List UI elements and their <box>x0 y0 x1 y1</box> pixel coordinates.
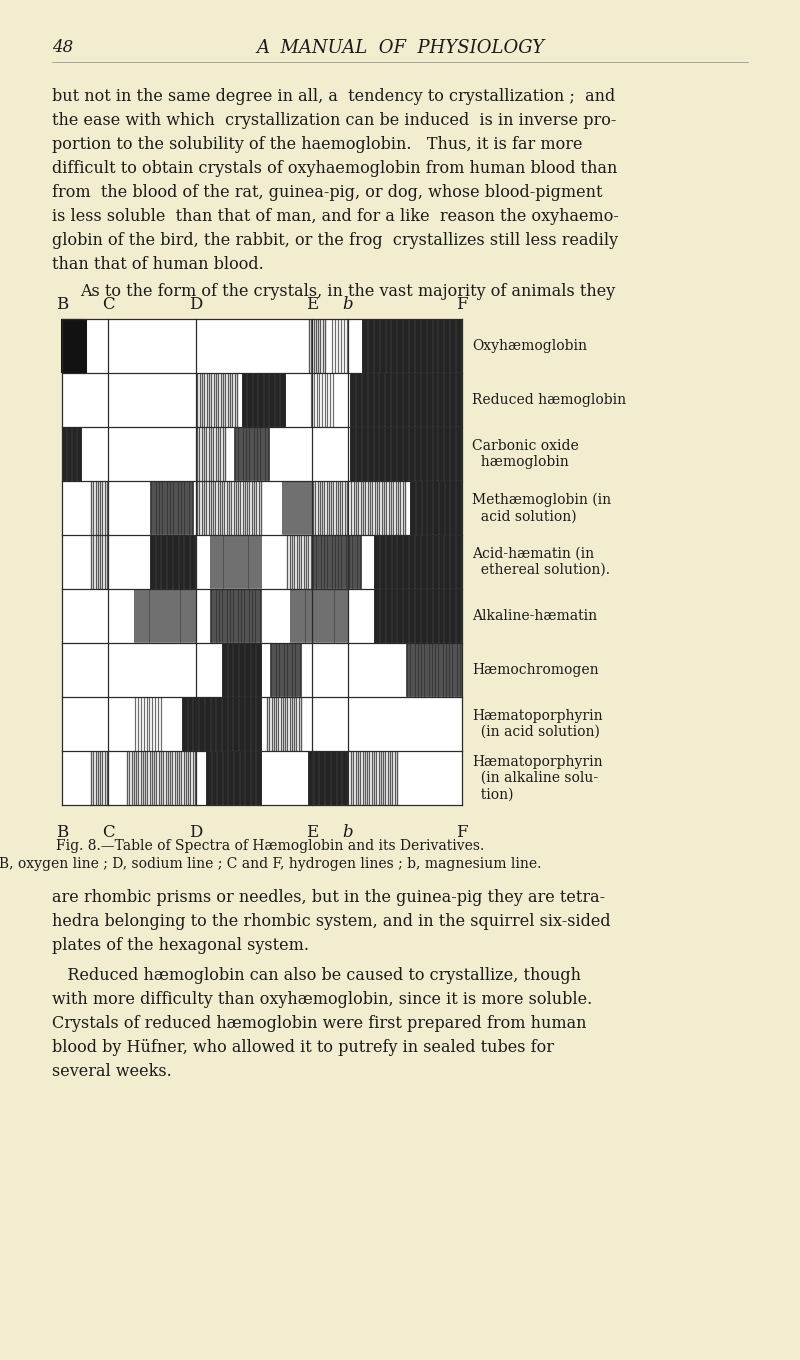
Bar <box>234 428 270 480</box>
Bar <box>62 320 86 373</box>
Bar <box>210 590 262 642</box>
Text: from  the blood of the rat, guinea-pig, or dog, whose blood-pigment: from the blood of the rat, guinea-pig, o… <box>52 184 602 201</box>
Text: B: B <box>56 824 68 840</box>
Bar <box>62 320 462 805</box>
Text: is less soluble  than that of man, and for a like  reason the oxyhaemo-: is less soluble than that of man, and fo… <box>52 208 619 224</box>
Bar <box>308 752 348 804</box>
Bar <box>282 481 312 534</box>
Bar <box>350 428 462 480</box>
Bar <box>270 645 302 696</box>
Bar <box>286 536 312 588</box>
Text: F: F <box>456 824 468 840</box>
Bar <box>312 536 362 588</box>
Bar <box>310 374 334 426</box>
Text: the ease with which  crystallization can be induced  is in inverse pro-: the ease with which crystallization can … <box>52 112 616 129</box>
Bar <box>150 481 194 534</box>
Text: E: E <box>306 824 318 840</box>
Text: Hæmochromogen: Hæmochromogen <box>472 664 598 677</box>
Bar <box>90 752 108 804</box>
Text: B, oxygen line ; D, sodium line ; C and F, hydrogen lines ; b, magnesium line.: B, oxygen line ; D, sodium line ; C and … <box>0 857 541 870</box>
Text: Crystals of reduced hæmoglobin were first prepared from human: Crystals of reduced hæmoglobin were firs… <box>52 1015 586 1032</box>
Text: Oxyhæmoglobin: Oxyhæmoglobin <box>472 339 587 354</box>
Bar <box>206 752 262 804</box>
Text: b: b <box>342 296 354 313</box>
Bar <box>350 374 462 426</box>
Text: Acid-hæmatin (in
  ethereal solution).: Acid-hæmatin (in ethereal solution). <box>472 547 610 577</box>
Bar <box>62 428 82 480</box>
Bar <box>150 536 196 588</box>
Bar <box>308 320 326 373</box>
Bar <box>222 645 262 696</box>
Text: B: B <box>56 296 68 313</box>
Bar <box>196 428 226 480</box>
Text: hedra belonging to the rhombic system, and in the squirrel six-sided: hedra belonging to the rhombic system, a… <box>52 913 610 930</box>
Text: As to the form of the crystals, in the vast majority of animals they: As to the form of the crystals, in the v… <box>80 283 615 301</box>
Text: Hæmatoporphyrin
  (in acid solution): Hæmatoporphyrin (in acid solution) <box>472 709 602 738</box>
Text: 48: 48 <box>52 39 74 57</box>
Text: C: C <box>102 296 114 313</box>
Text: plates of the hexagonal system.: plates of the hexagonal system. <box>52 937 309 953</box>
Bar <box>350 752 398 804</box>
Bar <box>90 481 108 534</box>
Text: are rhombic prisms or needles, but in the guinea-pig they are tetra-: are rhombic prisms or needles, but in th… <box>52 889 605 906</box>
Bar <box>350 481 406 534</box>
Text: Hæmatoporphyrin
  (in alkaline solu-
  tion): Hæmatoporphyrin (in alkaline solu- tion) <box>472 755 602 801</box>
Text: several weeks.: several weeks. <box>52 1064 172 1080</box>
Bar <box>210 536 262 588</box>
Text: A  MANUAL  OF  PHYSIOLOGY: A MANUAL OF PHYSIOLOGY <box>256 39 544 57</box>
Text: than that of human blood.: than that of human blood. <box>52 256 264 273</box>
Bar <box>242 374 286 426</box>
Bar <box>134 590 196 642</box>
Text: Carbonic oxide
  hæmoglobin: Carbonic oxide hæmoglobin <box>472 439 578 469</box>
Text: Reduced hæmoglobin can also be caused to crystallize, though: Reduced hæmoglobin can also be caused to… <box>52 967 581 985</box>
Text: blood by Hüfner, who allowed it to putrefy in sealed tubes for: blood by Hüfner, who allowed it to putre… <box>52 1039 554 1055</box>
Bar <box>196 481 262 534</box>
Text: C: C <box>102 824 114 840</box>
Text: D: D <box>190 296 202 313</box>
Text: Methæmoglobin (in
  acid solution): Methæmoglobin (in acid solution) <box>472 492 611 524</box>
Text: difficult to obtain crystals of oxyhaemoglobin from human blood than: difficult to obtain crystals of oxyhaemo… <box>52 160 618 177</box>
Bar <box>90 536 108 588</box>
Text: F: F <box>456 296 468 313</box>
Bar <box>410 481 462 534</box>
Bar <box>196 374 238 426</box>
Text: but not in the same degree in all, a  tendency to crystallization ;  and: but not in the same degree in all, a ten… <box>52 88 615 105</box>
Text: Alkaline-hæmatin: Alkaline-hæmatin <box>472 609 597 623</box>
Text: globin of the bird, the rabbit, or the frog  crystallizes still less readily: globin of the bird, the rabbit, or the f… <box>52 233 618 249</box>
Bar <box>266 698 302 749</box>
Text: Reduced hæmoglobin: Reduced hæmoglobin <box>472 393 626 407</box>
Bar <box>374 590 462 642</box>
Text: with more difficulty than oxyhæmoglobin, since it is more soluble.: with more difficulty than oxyhæmoglobin,… <box>52 991 592 1008</box>
Text: portion to the solubility of the haemoglobin.   Thus, it is far more: portion to the solubility of the haemogl… <box>52 136 582 154</box>
Bar <box>182 698 262 749</box>
Bar <box>134 698 162 749</box>
Bar <box>290 590 348 642</box>
Bar <box>330 320 348 373</box>
Bar <box>406 645 462 696</box>
Bar <box>374 536 462 588</box>
Bar <box>362 320 462 373</box>
Text: Fig. 8.—Table of Spectra of Hæmoglobin and its Derivatives.: Fig. 8.—Table of Spectra of Hæmoglobin a… <box>56 839 484 853</box>
Bar <box>126 752 196 804</box>
Text: D: D <box>190 824 202 840</box>
Bar <box>312 481 348 534</box>
Text: E: E <box>306 296 318 313</box>
Text: b: b <box>342 824 354 840</box>
